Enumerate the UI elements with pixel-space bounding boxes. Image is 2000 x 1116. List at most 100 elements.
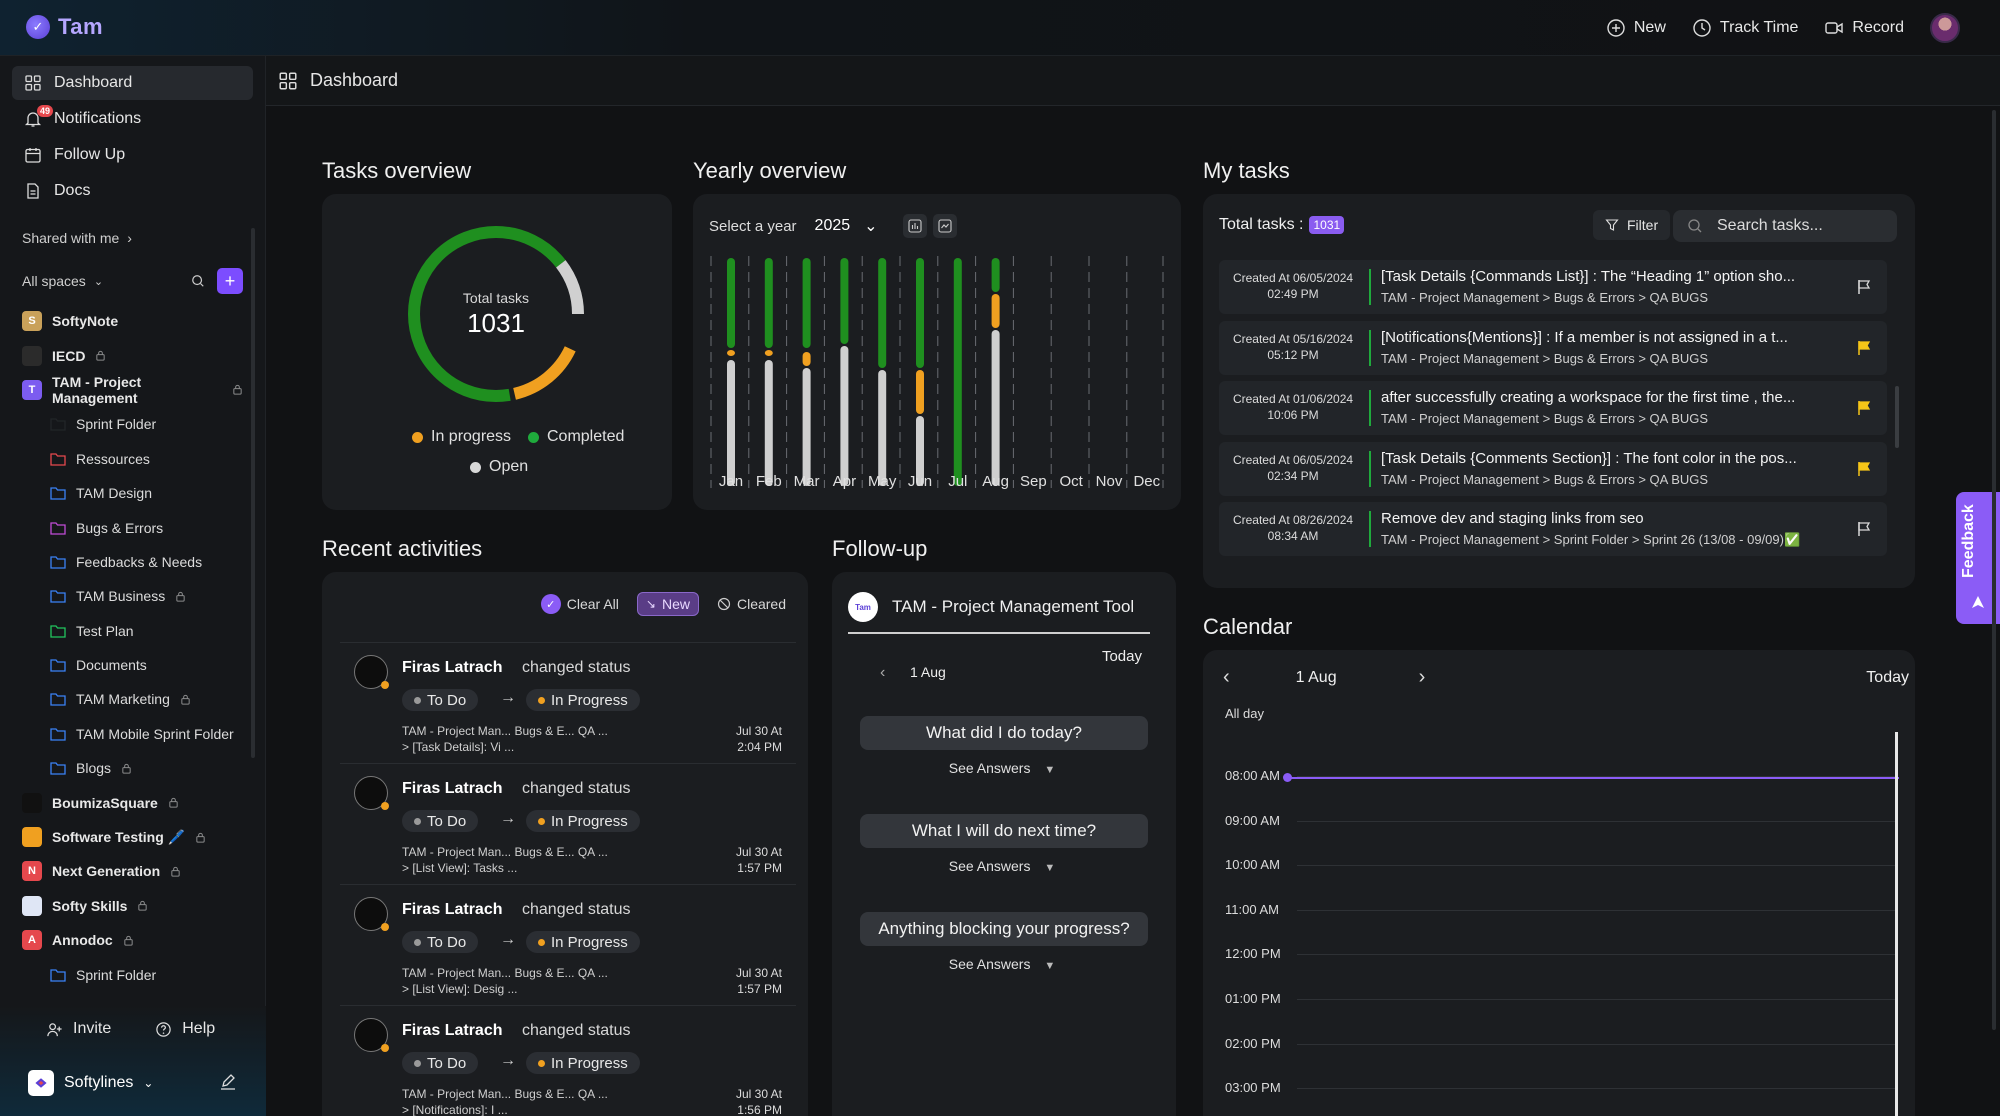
sidebar-item-follow-up[interactable]: Follow Up (12, 138, 253, 172)
task-title[interactable]: [Task Details {Comments Section}] : The … (1381, 449, 1797, 467)
chevron-left-icon[interactable]: ‹ (880, 664, 886, 681)
bar-in-progress[interactable] (727, 350, 735, 356)
follow-up-question[interactable]: Anything blocking your progress? (860, 912, 1148, 946)
line-chart-view-button[interactable] (933, 214, 957, 238)
folder-item[interactable]: TAM Design (22, 476, 243, 510)
folder-item[interactable]: TAM Mobile Sprint Folder (22, 717, 243, 751)
folder-item[interactable]: TAM Marketing (22, 682, 243, 716)
folder-item[interactable]: Documents (22, 648, 243, 682)
bar-open[interactable] (727, 360, 735, 486)
bar-completed[interactable] (916, 258, 924, 368)
edit-icon[interactable] (218, 1072, 238, 1092)
calendar-today-button[interactable]: Today (1866, 668, 1909, 686)
activity-item[interactable]: Firas Latrach changed status To Do → In Prog… (340, 763, 796, 883)
space-item[interactable]: BoumizaSquare (22, 785, 243, 819)
follow-up-today-button[interactable]: Today (1101, 648, 1142, 665)
folder-item[interactable]: Blogs (22, 751, 243, 785)
page-scrollbar[interactable] (1992, 110, 1996, 1030)
chevron-right-icon[interactable]: › (1418, 666, 1426, 688)
invite-button[interactable]: Invite (46, 1020, 111, 1038)
bar-in-progress[interactable] (764, 350, 773, 356)
task-row[interactable]: Created At 06/05/2024 02:34 PM [Task Detai… (1219, 441, 1887, 496)
folder-item[interactable]: Sprint Folder (22, 957, 243, 991)
flag-icon[interactable] (1855, 339, 1873, 357)
activity-item[interactable]: Firas Latrach changed status To Do → In Prog… (340, 642, 796, 762)
bar-open[interactable] (916, 416, 924, 486)
flag-icon[interactable] (1855, 399, 1873, 417)
calendar-hour-line[interactable] (1297, 776, 1897, 777)
task-title[interactable]: [Task Details {Commands List}] : The “He… (1381, 268, 1796, 285)
space-item[interactable]: IECD (22, 338, 243, 372)
folder-item[interactable]: Sprint Folder (22, 407, 243, 441)
task-list-scrollbar[interactable] (1895, 386, 1899, 448)
bar-open[interactable] (764, 360, 773, 486)
bar-open[interactable] (991, 330, 1000, 486)
sidebar-item-notifications[interactable]: 49 Notifications (12, 102, 253, 136)
all-spaces-dropdown[interactable]: All spaces ⌄ (22, 273, 103, 289)
space-item[interactable]: T TAM - Project Management (22, 373, 243, 407)
task-title[interactable]: [Notifications{Mentions}] : If a member … (1381, 328, 1788, 346)
sidebar-scrollbar[interactable] (251, 228, 255, 758)
shared-with-me[interactable]: Shared with me › (0, 230, 265, 246)
bar-open[interactable] (802, 368, 811, 486)
bar-in-progress[interactable] (916, 370, 924, 414)
activity-item[interactable]: Firas Latrach changed status To Do → In Prog… (340, 1005, 796, 1116)
follow-up-project[interactable]: Tam TAM - Project Management Tool (848, 590, 1150, 634)
bar-completed[interactable] (878, 258, 887, 368)
bar-completed[interactable] (764, 258, 773, 348)
calendar-hour-line[interactable] (1297, 1043, 1897, 1045)
search-tasks-input[interactable] (1673, 210, 1897, 242)
task-row[interactable]: Created At 08/26/2024 08:34 AM Remove dev … (1219, 502, 1887, 556)
activity-item[interactable]: Firas Latrach changed status To Do → In Prog… (340, 884, 796, 1004)
record-button[interactable]: Record (1824, 18, 1904, 38)
bar-completed[interactable] (802, 258, 811, 348)
tab-cleared[interactable]: Cleared (717, 596, 786, 612)
folder-item[interactable]: Bugs & Errors (22, 510, 243, 544)
calendar-hour-line[interactable] (1297, 865, 1897, 867)
bar-completed[interactable] (840, 258, 849, 344)
see-answers-toggle[interactable]: See Answers ▼ (832, 760, 1172, 776)
workspace-switcher[interactable]: Softylines ⌄ (28, 1070, 153, 1096)
folder-item[interactable]: Test Plan (22, 614, 243, 648)
sidebar-item-docs[interactable]: Docs (12, 174, 253, 208)
space-item[interactable]: A Annodoc (22, 923, 243, 957)
task-row[interactable]: Created At 05/16/2024 05:12 PM [Notificati… (1219, 320, 1887, 375)
chevron-left-icon[interactable]: ‹ (1223, 666, 1230, 688)
follow-up-question[interactable]: What did I do today? (860, 716, 1148, 750)
bar-in-progress[interactable] (991, 294, 1000, 328)
bar-completed[interactable] (991, 258, 1000, 292)
folder-item[interactable]: Feedbacks & Needs (22, 545, 243, 579)
bar-open[interactable] (840, 346, 849, 486)
sidebar-item-dashboard[interactable]: Dashboard (12, 66, 253, 100)
calendar-hour-line[interactable] (1297, 999, 1897, 1000)
space-item[interactable]: Software Testing 🖊️ (22, 820, 243, 854)
folder-item[interactable]: TAM Business (22, 579, 243, 613)
folder-item[interactable]: Ressources (22, 442, 243, 476)
bar-in-progress[interactable] (802, 352, 811, 366)
new-button[interactable]: New (1606, 18, 1666, 38)
user-avatar[interactable] (1930, 13, 1960, 43)
space-item[interactable]: Softy Skills (22, 889, 243, 923)
task-title[interactable]: after successfully creating a workspace … (1381, 389, 1796, 406)
bar-completed[interactable] (953, 258, 962, 486)
app-logo[interactable]: ✓ Tam (26, 14, 103, 40)
space-item[interactable]: N Next Generation (22, 854, 243, 888)
clear-all-button[interactable]: ✓ Clear All (540, 594, 619, 614)
bar-open[interactable] (878, 370, 887, 486)
year-dropdown[interactable]: 2025 ⌄ (815, 216, 878, 236)
task-row[interactable]: Created At 06/05/2024 02:49 PM [Task Detai… (1219, 260, 1887, 314)
follow-up-question[interactable]: What I will do next time? (860, 814, 1148, 848)
tab-new[interactable]: ↘ New (636, 592, 699, 616)
see-answers-toggle[interactable]: See Answers ▼ (832, 956, 1172, 972)
calendar-hour-line[interactable] (1297, 1088, 1897, 1090)
filter-button[interactable]: Filter (1593, 210, 1671, 240)
flag-icon[interactable] (1855, 278, 1873, 296)
task-title[interactable]: Remove dev and staging links from seo (1381, 510, 1644, 527)
calendar-scrollbar[interactable] (1895, 732, 1898, 1116)
calendar-hour-line[interactable] (1297, 954, 1897, 956)
help-button[interactable]: Help (155, 1020, 215, 1038)
task-row[interactable]: Created At 01/06/2024 10:06 PM after succe… (1219, 381, 1887, 435)
see-answers-toggle[interactable]: See Answers ▼ (832, 858, 1172, 874)
track-time-button[interactable]: Track Time (1692, 18, 1798, 38)
calendar-hour-line[interactable] (1297, 909, 1897, 911)
